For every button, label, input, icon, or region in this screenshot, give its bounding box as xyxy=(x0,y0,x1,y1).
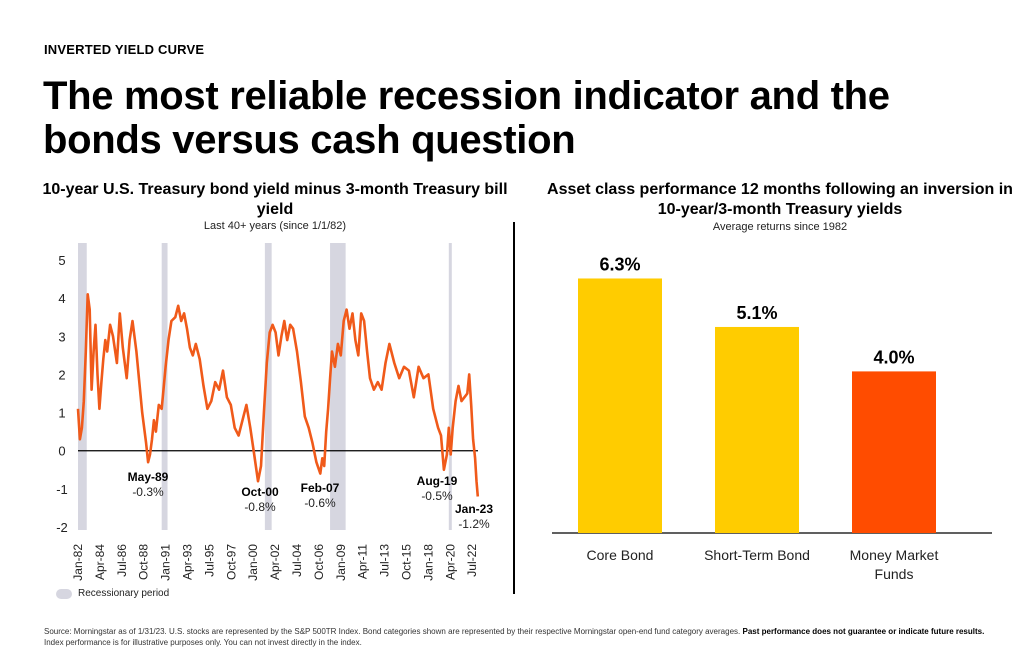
annotation-date: Aug-19 xyxy=(417,474,458,488)
annotation-date: Feb-07 xyxy=(301,481,340,495)
bar xyxy=(852,371,936,533)
recession-band-4 xyxy=(448,243,452,530)
y-tick-label: 2 xyxy=(58,367,65,382)
y-tick-label: -1 xyxy=(56,482,68,497)
bar-category-label: Money Market xyxy=(850,547,939,563)
recession-band-2 xyxy=(264,243,272,530)
bar xyxy=(578,278,662,533)
bar xyxy=(715,326,799,533)
bar-value-label: 4.0% xyxy=(873,347,914,367)
y-tick-label: 5 xyxy=(58,253,65,268)
yield-spread-line xyxy=(76,292,480,497)
line-chart-title: 10-year U.S. Treasury bond yield minus 3… xyxy=(42,181,508,218)
recession-band-0 xyxy=(78,243,87,530)
footnote-disclaimer: Past performance does not guarantee or i… xyxy=(742,627,985,636)
x-tick-label: Jul-95 xyxy=(202,544,216,577)
annotation-value: -0.3% xyxy=(132,485,164,499)
annotation-value: -0.8% xyxy=(244,500,276,514)
x-tick-label: Jan-91 xyxy=(159,544,173,581)
annotation-date: May-89 xyxy=(128,470,169,484)
x-tick-label: Jan-00 xyxy=(246,544,260,581)
legend-swatch xyxy=(56,588,72,599)
y-tick-label: -2 xyxy=(56,520,68,535)
recession-band-3 xyxy=(330,243,346,530)
line-chart-subtitle: Last 40+ years (since 1/1/82) xyxy=(203,220,347,232)
annotation-value: -1.2% xyxy=(458,517,490,531)
x-tick-label: Oct-88 xyxy=(137,544,151,580)
bar-category-label: Core Bond xyxy=(587,547,654,563)
legend-label: Recessionary period xyxy=(78,588,170,599)
bar-chart-subtitle: Average returns since 1982 xyxy=(712,221,848,233)
footnote-tail: Index performance is for illustrative pu… xyxy=(44,638,362,647)
kicker-label: INVERTED YIELD CURVE xyxy=(44,42,205,57)
y-tick-label: 3 xyxy=(58,329,65,344)
annotation-value: -0.5% xyxy=(421,489,453,503)
x-tick-label: Jul-04 xyxy=(290,544,304,577)
bar-value-label: 5.1% xyxy=(736,303,777,323)
x-tick-label: Jan-18 xyxy=(421,544,435,581)
y-tick-label: 1 xyxy=(58,406,65,421)
x-tick-label: Jan-09 xyxy=(334,544,348,581)
x-tick-label: Jul-22 xyxy=(465,544,479,577)
x-tick-label: Apr-11 xyxy=(356,544,370,579)
y-tick-label: 4 xyxy=(58,291,65,306)
panel-divider xyxy=(513,222,515,594)
x-tick-label: Oct-15 xyxy=(399,544,413,580)
x-tick-label: Apr-20 xyxy=(443,544,457,580)
annotation-date: Jan-23 xyxy=(455,502,493,516)
bar-category-label: Funds xyxy=(875,566,914,582)
x-tick-label: Jul-86 xyxy=(115,544,129,577)
x-tick-label: Jan-82 xyxy=(71,544,85,581)
legend: Recessionary period xyxy=(56,588,169,599)
source-footnote: Source: Morningstar as of 1/31/23. U.S. … xyxy=(44,626,994,648)
footnote-text: Source: Morningstar as of 1/31/23. U.S. … xyxy=(44,627,741,636)
x-tick-label: Apr-93 xyxy=(180,544,194,580)
x-tick-label: Oct-06 xyxy=(312,544,326,580)
bar-value-label: 6.3% xyxy=(599,254,640,274)
annotation-date: Oct-00 xyxy=(241,485,279,499)
y-tick-label: 0 xyxy=(58,444,65,459)
annotation-value: -0.6% xyxy=(304,496,336,510)
x-tick-label: Jul-13 xyxy=(378,544,392,577)
x-tick-label: Apr-02 xyxy=(268,544,282,580)
x-tick-label: Apr-84 xyxy=(93,544,107,580)
bar-category-label: Short-Term Bond xyxy=(704,547,810,563)
x-tick-label: Oct-97 xyxy=(224,544,238,580)
headline: The most reliable recession indicator an… xyxy=(43,74,890,162)
bar-chart-title: Asset class performance 12 months follow… xyxy=(547,181,1013,218)
